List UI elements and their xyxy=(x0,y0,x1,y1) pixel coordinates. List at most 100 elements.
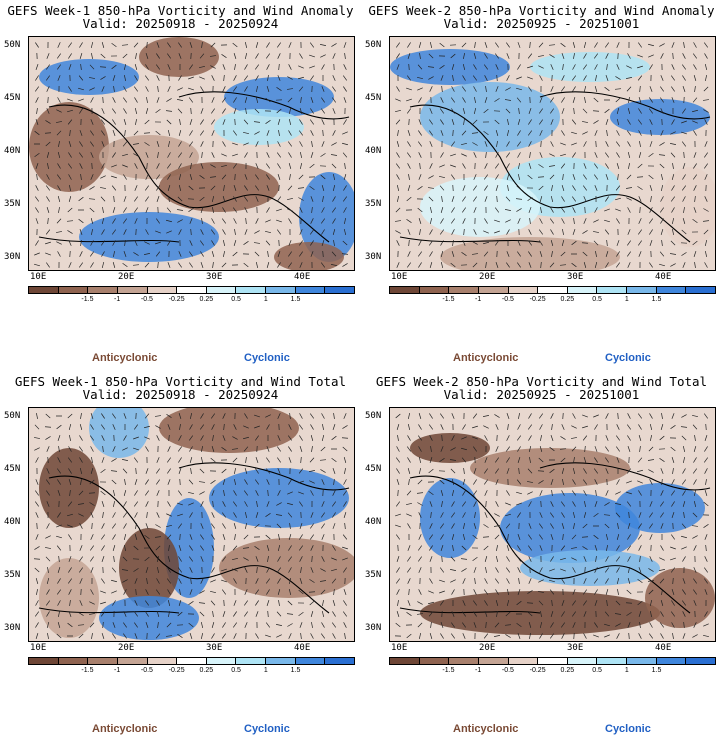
lat-label: 30N xyxy=(365,252,382,262)
lon-label: 30E xyxy=(567,643,584,653)
color-bar-tick-label: -1.5 xyxy=(81,667,94,674)
lat-label: 35N xyxy=(365,570,382,580)
lat-label: 35N xyxy=(4,570,21,580)
color-bar-segment xyxy=(419,287,450,293)
color-bar-tick-label: -0.5 xyxy=(140,296,153,303)
color-bar-segment xyxy=(177,658,207,664)
panel-valid-dates: Valid: 20250918 - 20250924 xyxy=(82,387,279,402)
color-bar-segment xyxy=(508,287,539,293)
color-bar-segment xyxy=(597,287,628,293)
color-bar-segment xyxy=(117,287,148,293)
color-bar-tick-label: -1 xyxy=(475,667,482,674)
vorticity-field xyxy=(390,37,715,270)
color-bar-segment xyxy=(449,658,479,664)
lat-label: 30N xyxy=(4,252,21,262)
lon-label: 40E xyxy=(294,643,311,653)
color-bar-tick-label: -1.5 xyxy=(442,296,455,303)
cyclonic-label: Cyclonic xyxy=(605,352,651,364)
lon-label: 10E xyxy=(391,643,408,653)
color-bar-segment xyxy=(295,658,326,664)
color-bar-segment xyxy=(206,658,237,664)
lat-label: 45N xyxy=(4,93,21,103)
panel-valid-dates: Valid: 20250925 - 20251001 xyxy=(443,387,640,402)
map-panel-week2-anomaly: GEFS Week-2 850-hPa Vorticity and Wind A… xyxy=(361,0,722,371)
color-bar-segment xyxy=(88,658,118,664)
color-bar-segment xyxy=(266,287,296,293)
color-bar-tick-label: -0.25 xyxy=(529,667,546,674)
color-bar-segment xyxy=(627,658,657,664)
color-bar-segment xyxy=(266,658,296,664)
lon-label: 40E xyxy=(655,272,672,282)
anticyclonic-label: Anticyclonic xyxy=(92,352,158,364)
color-bar-tick-label: 1 xyxy=(624,667,629,674)
color-bar-segment xyxy=(508,658,539,664)
color-bar-segment xyxy=(325,658,355,664)
panel-title: GEFS Week-2 850-hPa Vorticity and Wind T… xyxy=(375,374,708,389)
color-bar-segment xyxy=(206,287,237,293)
color-bar-tick-label: -0.5 xyxy=(140,667,153,674)
color-bar-segment xyxy=(478,658,509,664)
color-bar-tick-label: 0.5 xyxy=(592,296,602,303)
color-bar-segment xyxy=(117,658,148,664)
wind-arrows xyxy=(33,412,349,640)
cyclonic-label: Cyclonic xyxy=(605,723,651,735)
panel-title: GEFS Week-1 850-hPa Vorticity and Wind T… xyxy=(14,374,347,389)
lat-label: 40N xyxy=(4,146,21,156)
color-bar-tick-label: 0.5 xyxy=(231,296,241,303)
color-bar-segment xyxy=(147,658,178,664)
lon-label: 20E xyxy=(118,643,135,653)
lon-label: 10E xyxy=(30,272,47,282)
color-bar-segment xyxy=(538,658,568,664)
lon-label: 10E xyxy=(391,272,408,282)
lat-label: 40N xyxy=(365,517,382,527)
color-bar-segment xyxy=(29,658,59,664)
color-bar-segment xyxy=(686,658,716,664)
anticyclonic-label: Anticyclonic xyxy=(453,723,519,735)
lon-label: 20E xyxy=(118,272,135,282)
color-bar-tick-label: 1 xyxy=(263,667,268,674)
color-bar-tick-label: 1 xyxy=(624,296,629,303)
color-bar-segment xyxy=(597,658,628,664)
coastline xyxy=(38,462,350,614)
coastline xyxy=(38,91,350,243)
wind-arrows xyxy=(394,41,710,269)
color-bar-segment xyxy=(419,658,450,664)
wind-arrows xyxy=(33,41,349,269)
lat-label: 30N xyxy=(365,623,382,633)
lat-label: 35N xyxy=(4,199,21,209)
color-bar-segment xyxy=(656,287,687,293)
color-bar-segment xyxy=(390,658,420,664)
color-bar-tick-label: 1 xyxy=(263,296,268,303)
color-bar-segment xyxy=(88,287,118,293)
cyclonic-label: Cyclonic xyxy=(244,352,290,364)
color-bar-tick-label: 0.25 xyxy=(560,296,575,303)
lat-label: 50N xyxy=(4,411,21,421)
vorticity-map xyxy=(28,36,355,271)
color-bar-segment xyxy=(449,287,479,293)
color-bar-tick-label: -1 xyxy=(114,296,121,303)
lat-label: 50N xyxy=(365,411,382,421)
panel-title: GEFS Week-2 850-hPa Vorticity and Wind A… xyxy=(368,3,715,18)
color-bar-tick-label: 1.5 xyxy=(651,296,662,303)
vorticity-map xyxy=(389,36,716,271)
color-bar-tick-label: 1.5 xyxy=(290,667,301,674)
color-bar-segment xyxy=(236,658,267,664)
color-bar-segment xyxy=(656,658,687,664)
color-bar-tick-label: -0.25 xyxy=(529,296,546,303)
color-bar-segment xyxy=(627,287,657,293)
lat-label: 35N xyxy=(365,199,382,209)
panel-title: GEFS Week-1 850-hPa Vorticity and Wind A… xyxy=(7,3,354,18)
color-bar-segment xyxy=(390,287,420,293)
color-bar-tick-label: -1.5 xyxy=(81,296,94,303)
lon-label: 10E xyxy=(30,643,47,653)
color-bar xyxy=(28,657,355,665)
color-bar xyxy=(389,286,716,294)
lon-label: 30E xyxy=(567,272,584,282)
vorticity-field xyxy=(390,408,715,641)
color-bar-tick-label: -0.5 xyxy=(501,296,514,303)
lat-label: 40N xyxy=(365,146,382,156)
color-bar-tick-label: 0.25 xyxy=(560,667,575,674)
lon-label: 20E xyxy=(479,643,496,653)
color-bar xyxy=(28,286,355,294)
color-bar-tick-label: -0.25 xyxy=(168,296,185,303)
